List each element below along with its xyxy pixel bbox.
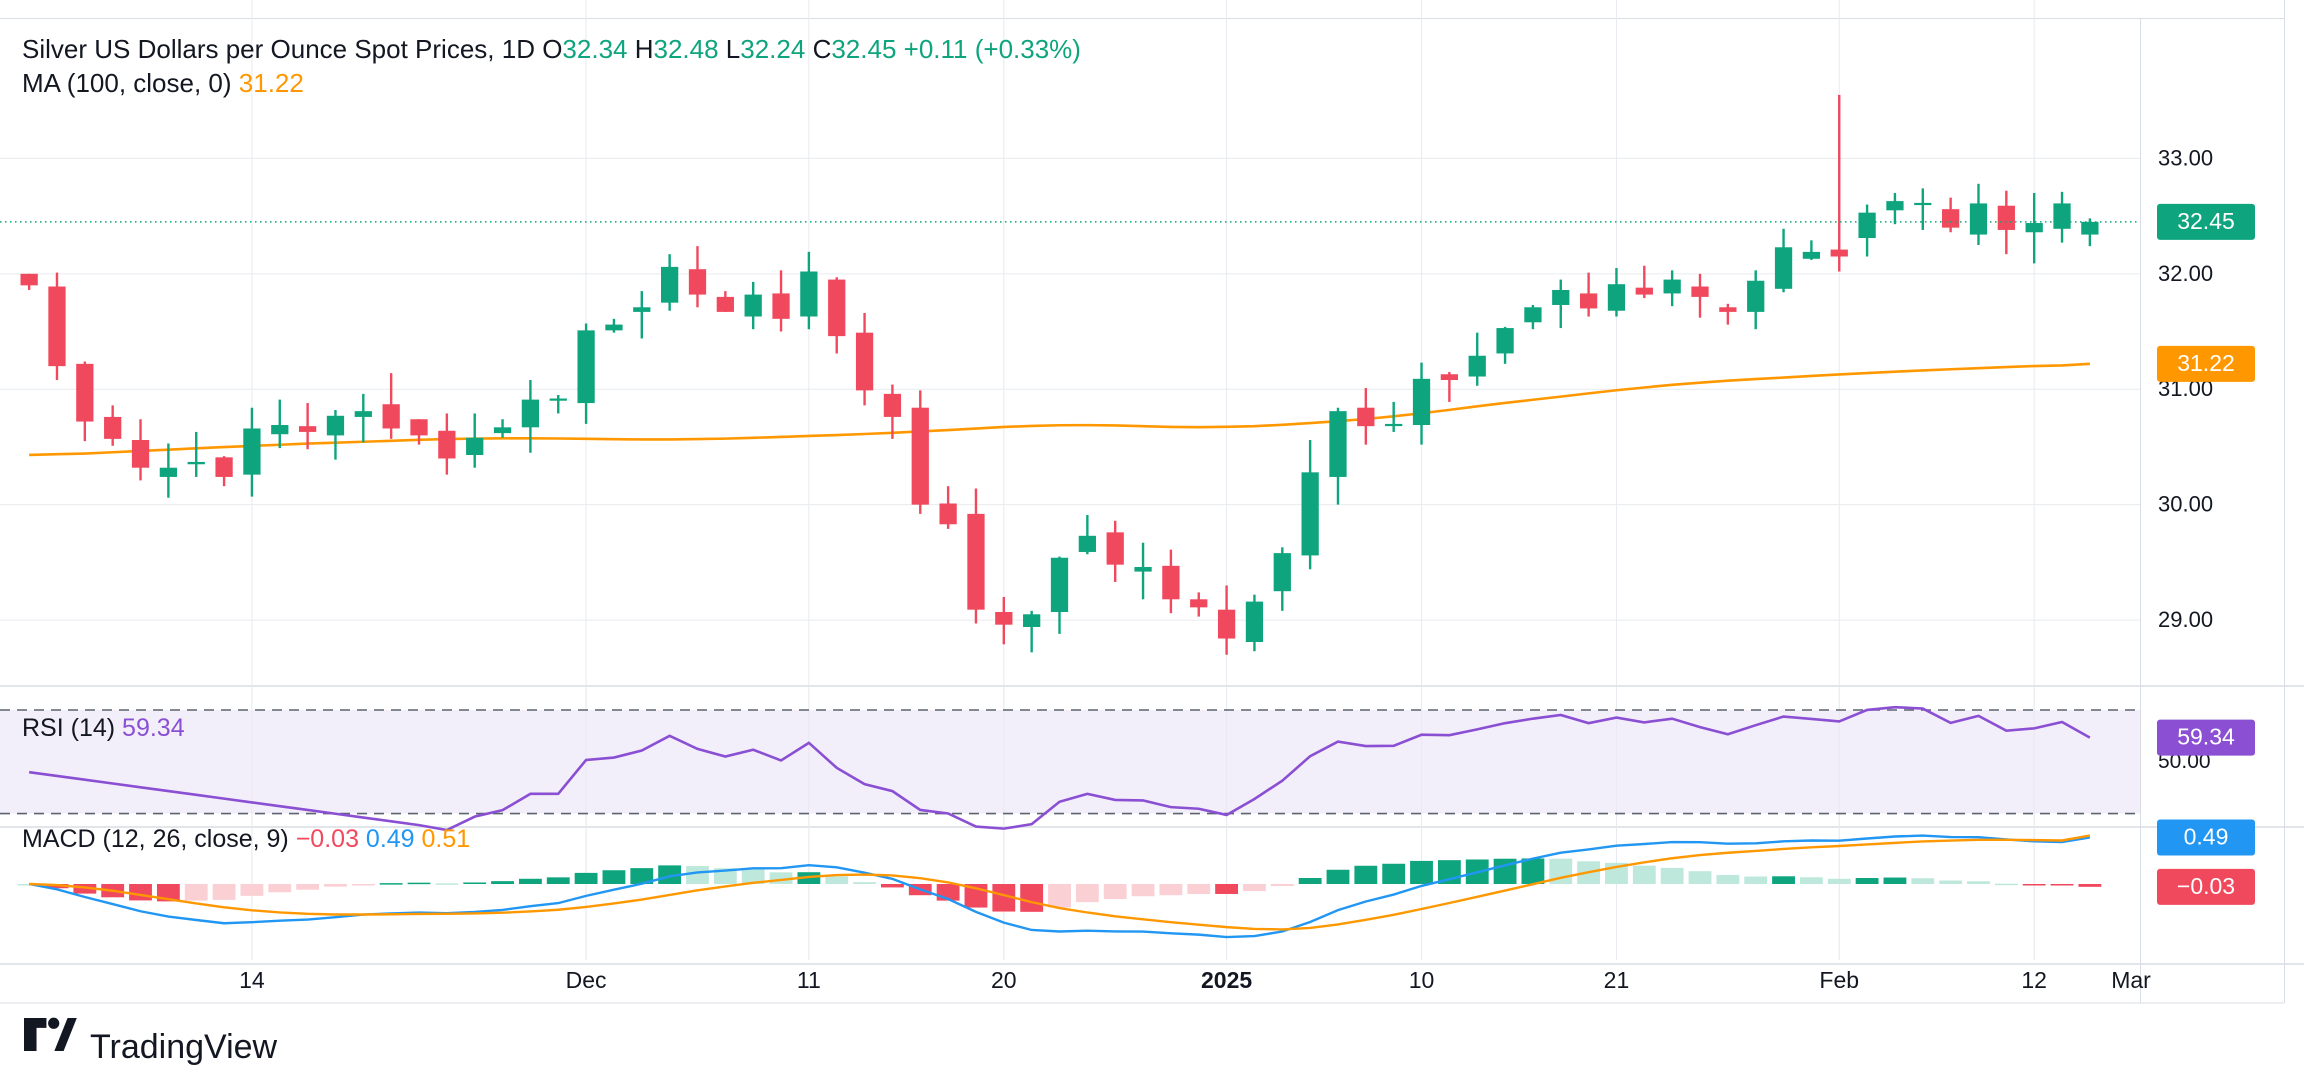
svg-text:30.00: 30.00 [2158, 492, 2213, 517]
svg-text:32.00: 32.00 [2158, 261, 2213, 286]
svg-text:Feb: Feb [1819, 967, 1859, 993]
svg-text:−0.03: −0.03 [2177, 873, 2235, 899]
svg-text:TradingView: TradingView [90, 1028, 278, 1066]
svg-text:21: 21 [1604, 967, 1630, 993]
svg-text:32.45: 32.45 [2177, 208, 2235, 234]
svg-text:RSI (14) 59.34: RSI (14) 59.34 [22, 714, 185, 742]
svg-text:11: 11 [797, 967, 821, 993]
svg-text:Mar: Mar [2111, 967, 2151, 993]
svg-text:12: 12 [2021, 967, 2047, 993]
svg-text:MACD (12, 26, close, 9) −0.03: MACD (12, 26, close, 9) −0.03 0.49 0.51 [22, 825, 470, 853]
svg-text:Dec: Dec [566, 967, 607, 993]
svg-text:Silver US Dollars per Ounce Sp: Silver US Dollars per Ounce Spot Prices,… [22, 34, 1081, 64]
svg-text:31.22: 31.22 [2177, 350, 2235, 376]
svg-text:59.34: 59.34 [2177, 724, 2235, 750]
svg-text:2025: 2025 [1201, 967, 1252, 993]
svg-text:0.49: 0.49 [2184, 823, 2229, 849]
svg-text:14: 14 [239, 967, 265, 993]
svg-text:10: 10 [1409, 967, 1435, 993]
svg-text:MA (100, close, 0) 31.22: MA (100, close, 0) 31.22 [22, 68, 304, 98]
svg-text:33.00: 33.00 [2158, 145, 2213, 170]
svg-text:29.00: 29.00 [2158, 607, 2213, 632]
svg-text:20: 20 [991, 967, 1017, 993]
